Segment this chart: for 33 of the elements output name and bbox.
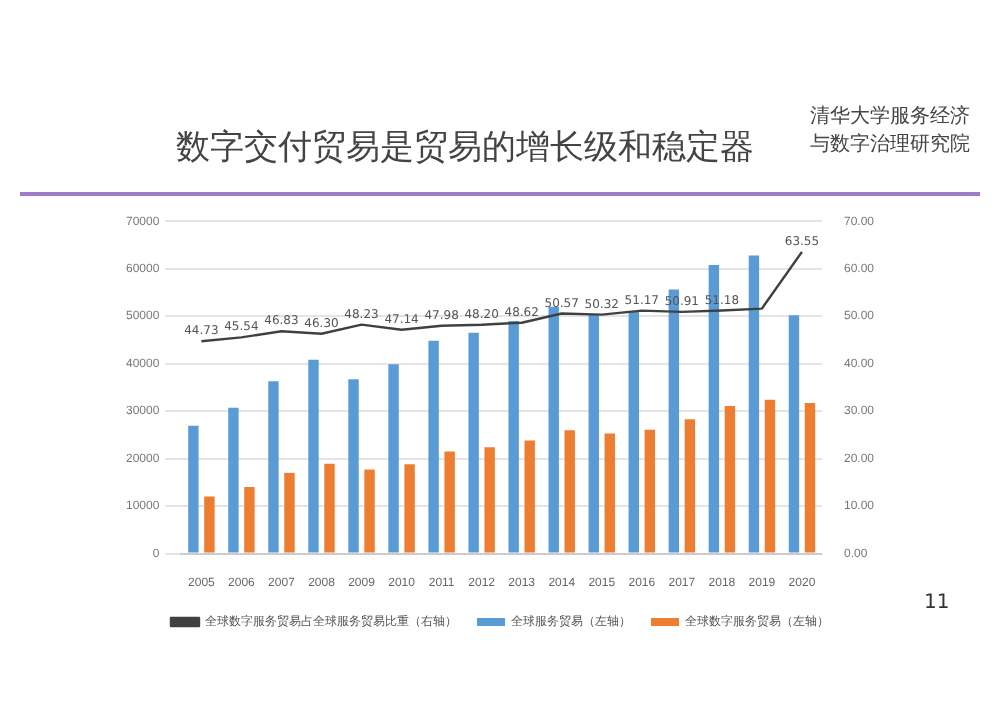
bar [284,472,295,553]
bar [188,425,199,553]
bar [244,487,255,553]
bar [644,429,656,553]
bar [788,315,800,553]
bar [468,332,479,553]
text: 11 [924,592,950,614]
bar [324,463,335,553]
bar [804,403,816,553]
bar [428,340,439,553]
text: 清华大学服务经济与数字治理研究院 [810,104,970,160]
bar [348,379,359,553]
bar [764,399,776,553]
bar [524,440,535,553]
chart-title: 数字交付贸易是贸易的增长级和稳定器 [176,126,754,170]
bar [404,464,415,553]
bar [444,451,455,553]
bar [308,359,319,553]
bar [684,419,696,553]
bar [748,255,760,553]
bar [508,320,519,553]
bar [604,433,615,553]
bar [364,469,375,553]
bar [628,311,639,553]
bar [268,381,279,553]
bar [388,364,399,553]
bar [204,496,215,553]
bar [588,314,599,553]
bar [228,407,239,553]
bar [548,306,559,553]
bar [724,405,736,553]
bar [484,447,495,553]
bar [564,430,575,553]
